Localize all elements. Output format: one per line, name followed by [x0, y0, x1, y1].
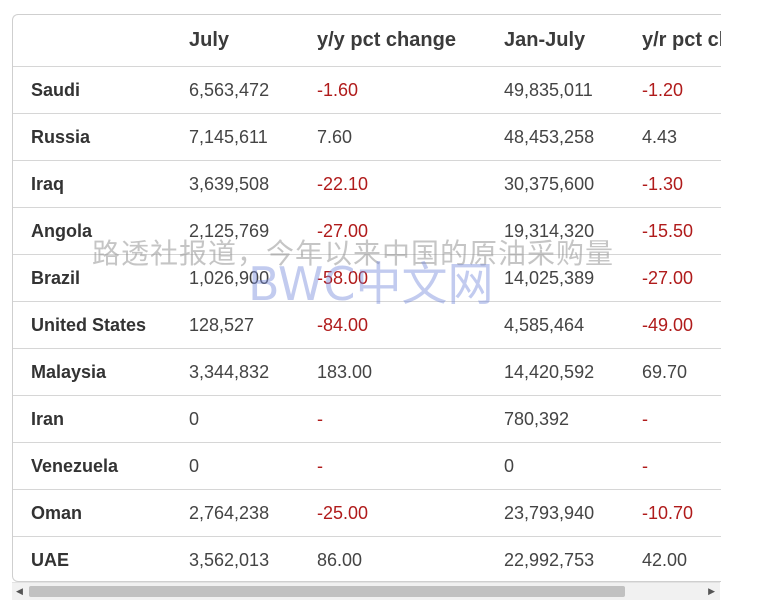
cell-yr-pct: -15.50 — [642, 207, 721, 255]
cell-jan-july: 49,835,011 — [504, 66, 642, 114]
cell-jan-july: 30,375,600 — [504, 160, 642, 208]
table-row: Russia 7,145,611 7.60 48,453,258 4.43 — [13, 113, 721, 161]
cell-yy-pct: 86.00 — [317, 549, 363, 570]
cell-july: 2,125,769 — [189, 207, 317, 255]
scrollbar-thumb[interactable] — [29, 586, 625, 597]
scroll-right-icon[interactable]: ▶ — [708, 586, 715, 596]
cell-jan-july: 4,585,464 — [504, 301, 642, 349]
cell-yr-pct: -27.00 — [642, 254, 721, 302]
cell-country: Angola — [13, 207, 189, 255]
cell-country: Venezuela — [13, 442, 189, 490]
table-row: United States 128,527 -84.00 4,585,464 -49.0… — [13, 301, 721, 349]
cell-july: 1,026,900 — [189, 254, 317, 302]
table-row: Oman 2,764,238 -25.00 23,793,940 -10.70 — [13, 489, 721, 537]
cell-jan-july: 22,992,753 — [504, 549, 595, 570]
cell-july: 2,764,238 — [189, 489, 317, 537]
cell-yr-pct: -1.30 — [642, 160, 721, 208]
table-row: Venezuela 0-0- — [13, 442, 721, 490]
cell-yr-pct: 4.43 — [642, 113, 721, 161]
cell-yr-pct: - — [642, 395, 721, 443]
cell-july: 128,527 — [189, 301, 317, 349]
cell-yy-pct: -1.60 — [317, 66, 504, 114]
cell-yy-pct: -84.00 — [317, 301, 504, 349]
data-table-container: July y/y pct change Jan-July y/r pct cha… — [12, 14, 721, 582]
cell-yy-pct: - — [317, 395, 504, 443]
header-yr-pct-change: y/r pct change — [642, 15, 721, 67]
header-country — [13, 15, 189, 67]
cell-yr-pct: -49.00 — [642, 301, 721, 349]
cell-july: 3,344,832 — [189, 348, 317, 396]
cell-country: Russia — [13, 113, 189, 161]
cell-july: 3,639,508 — [189, 160, 317, 208]
cell-yy-pct: -58.00 — [317, 254, 504, 302]
cell-yy-pct: -22.10 — [317, 160, 504, 208]
table-row: Iran 0-780,392- — [13, 395, 721, 443]
cell-jan-july: 780,392 — [504, 395, 642, 443]
cell-country: Brazil — [13, 254, 189, 302]
cell-country: United States — [13, 301, 189, 349]
table-header-row: July y/y pct change Jan-July y/r pct cha… — [13, 15, 721, 67]
header-july: July — [189, 15, 317, 67]
table-row: Iraq 3,639,508 -22.10 30,375,600 -1.30 — [13, 160, 721, 208]
cell-yr-pct: 42.00 — [642, 549, 688, 570]
table-row: Saudi 6,563,472 -1.60 49,835,011 -1.20 — [13, 66, 721, 114]
cell-yy-pct: - — [317, 442, 504, 490]
scroll-left-icon[interactable]: ◀ — [16, 586, 23, 596]
cell-july: 3,562,013 — [189, 549, 270, 570]
cell-july: 0 — [189, 442, 317, 490]
cell-country: Oman — [13, 489, 189, 537]
cell-yr-pct: - — [642, 442, 721, 490]
cell-yr-pct: -1.20 — [642, 66, 721, 114]
cell-yy-pct: -25.00 — [317, 489, 504, 537]
cell-country: Iran — [13, 395, 189, 443]
table-row: UAE 3,562,013 86.00 22,992,753 42.00 — [13, 537, 721, 582]
cell-july: 6,563,472 — [189, 66, 317, 114]
cell-yr-pct: 69.70 — [642, 348, 721, 396]
cell-jan-july: 0 — [504, 442, 642, 490]
cell-country: Iraq — [13, 160, 189, 208]
cell-july: 7,145,611 — [189, 113, 317, 161]
cell-country: UAE — [31, 549, 70, 570]
cell-jan-july: 14,420,592 — [504, 348, 642, 396]
cell-yy-pct: -27.00 — [317, 207, 504, 255]
crude-imports-table: July y/y pct change Jan-July y/r pct cha… — [13, 15, 721, 582]
cell-country: Malaysia — [13, 348, 189, 396]
table-row: Angola 2,125,769 -27.00 19,314,320 -15.50 — [13, 207, 721, 255]
cell-country: Saudi — [13, 66, 189, 114]
table-row: Brazil 1,026,900 -58.00 14,025,389 -27.00 — [13, 254, 721, 302]
cell-jan-july: 48,453,258 — [504, 113, 642, 161]
cell-jan-july: 19,314,320 — [504, 207, 642, 255]
header-jan-july: Jan-July — [504, 15, 642, 67]
horizontal-scrollbar[interactable]: ◀ ▶ — [12, 582, 720, 600]
cell-yy-pct: 183.00 — [317, 348, 504, 396]
table-row: Malaysia 3,344,832 183.00 14,420,592 69.70 — [13, 348, 721, 396]
cell-jan-july: 14,025,389 — [504, 254, 642, 302]
header-yy-pct-change: y/y pct change — [317, 15, 504, 67]
cell-yr-pct: -10.70 — [642, 489, 721, 537]
cell-jan-july: 23,793,940 — [504, 489, 642, 537]
cell-yy-pct: 7.60 — [317, 113, 504, 161]
cell-july: 0 — [189, 395, 317, 443]
